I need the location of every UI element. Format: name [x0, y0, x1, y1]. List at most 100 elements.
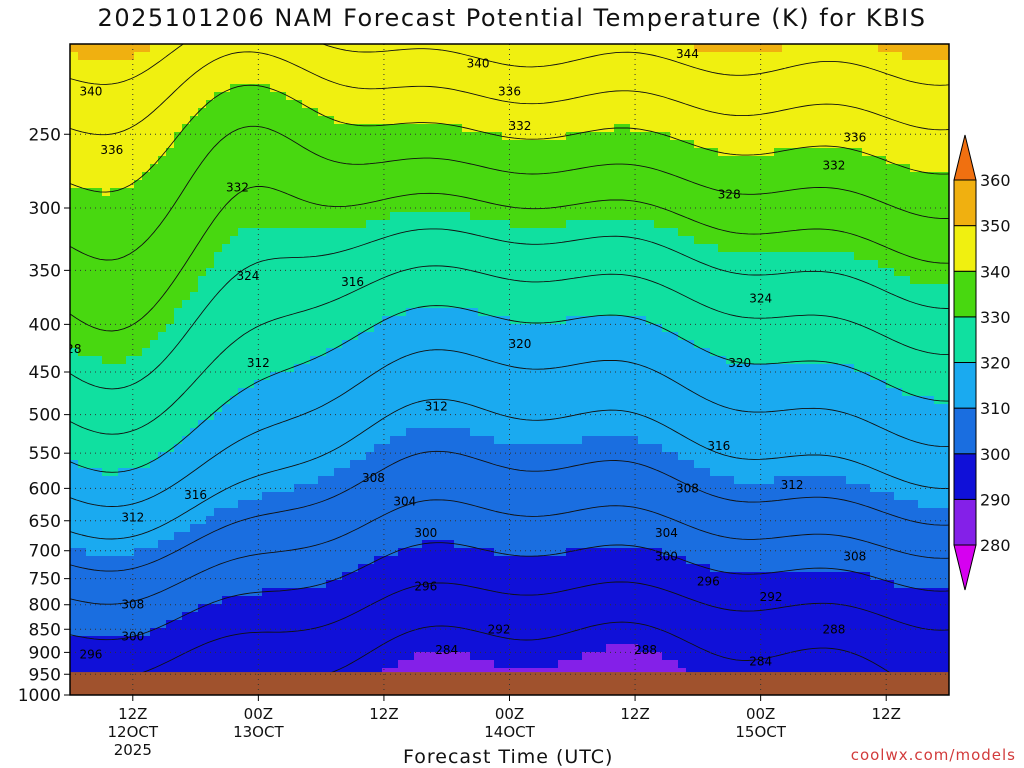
- theta-cell: [78, 44, 87, 53]
- theta-cell: [462, 228, 471, 237]
- theta-cell: [702, 220, 711, 229]
- theta-cell: [830, 124, 839, 133]
- theta-cell: [670, 100, 679, 109]
- theta-cell: [246, 348, 255, 357]
- theta-cell: [606, 164, 615, 173]
- theta-cell: [254, 404, 263, 413]
- theta-cell: [854, 44, 863, 53]
- theta-cell: [518, 52, 527, 61]
- theta-cell: [206, 212, 215, 221]
- theta-cell: [318, 124, 327, 133]
- theta-cell: [582, 356, 591, 365]
- theta-cell: [934, 124, 943, 133]
- theta-cell: [350, 396, 359, 405]
- theta-cell: [310, 364, 319, 373]
- theta-cell: [742, 68, 751, 77]
- theta-cell: [878, 260, 887, 269]
- theta-cell: [766, 348, 775, 357]
- theta-cell: [102, 324, 111, 333]
- theta-cell: [326, 220, 335, 229]
- theta-cell: [342, 404, 351, 413]
- theta-cell: [726, 220, 735, 229]
- theta-cell: [398, 356, 407, 365]
- theta-cell: [398, 236, 407, 245]
- theta-cell: [110, 292, 119, 301]
- theta-cell: [118, 52, 127, 61]
- theta-cell: [782, 164, 791, 173]
- theta-cell: [766, 76, 775, 85]
- theta-cell: [814, 364, 823, 373]
- theta-cell: [398, 132, 407, 141]
- theta-cell: [382, 140, 391, 149]
- theta-cell: [214, 260, 223, 269]
- theta-cell: [494, 84, 503, 93]
- theta-cell: [718, 180, 727, 189]
- theta-cell: [918, 108, 927, 117]
- theta-cell: [518, 308, 527, 317]
- theta-cell: [838, 164, 847, 173]
- theta-cell: [542, 308, 551, 317]
- theta-cell: [246, 60, 255, 69]
- theta-cell: [518, 268, 527, 277]
- theta-cell: [478, 300, 487, 309]
- theta-cell: [518, 116, 527, 125]
- theta-cell: [158, 356, 167, 365]
- theta-cell: [542, 44, 551, 53]
- theta-cell: [102, 228, 111, 237]
- theta-cell: [230, 364, 239, 373]
- theta-cell: [366, 236, 375, 245]
- theta-cell: [526, 276, 535, 285]
- theta-cell: [286, 164, 295, 173]
- theta-cell: [494, 364, 503, 373]
- theta-cell: [150, 252, 159, 261]
- theta-cell: [934, 260, 943, 269]
- theta-cell: [262, 388, 271, 397]
- theta-cell: [486, 364, 495, 373]
- theta-cell: [662, 380, 671, 389]
- theta-cell: [406, 220, 415, 229]
- theta-cell: [374, 116, 383, 125]
- theta-cell: [342, 380, 351, 389]
- theta-cell: [822, 124, 831, 133]
- theta-cell: [622, 204, 631, 213]
- theta-cell: [638, 356, 647, 365]
- theta-cell: [886, 164, 895, 173]
- theta-cell: [286, 356, 295, 365]
- theta-cell: [678, 196, 687, 205]
- theta-cell: [654, 116, 663, 125]
- theta-cell: [910, 236, 919, 245]
- theta-cell: [358, 148, 367, 157]
- theta-cell: [542, 228, 551, 237]
- theta-cell: [846, 156, 855, 165]
- theta-cell: [182, 332, 191, 341]
- theta-cell: [422, 308, 431, 317]
- theta-cell: [734, 196, 743, 205]
- theta-cell: [502, 364, 511, 373]
- theta-cell: [334, 92, 343, 101]
- theta-cell: [398, 100, 407, 109]
- theta-cell: [790, 132, 799, 141]
- theta-cell: [750, 372, 759, 381]
- theta-cell: [158, 220, 167, 229]
- theta-cell: [654, 332, 663, 341]
- theta-cell: [886, 236, 895, 245]
- theta-cell: [758, 44, 767, 53]
- theta-cell: [798, 380, 807, 389]
- theta-cell: [726, 364, 735, 373]
- theta-cell: [886, 276, 895, 285]
- theta-cell: [110, 364, 119, 373]
- theta-cell: [510, 244, 519, 253]
- theta-cell: [566, 228, 575, 237]
- theta-cell: [638, 388, 647, 397]
- theta-cell: [126, 52, 135, 61]
- theta-cell: [566, 364, 575, 373]
- theta-cell: [134, 324, 143, 333]
- theta-cell: [454, 388, 463, 397]
- theta-cell: [758, 188, 767, 197]
- theta-cell: [766, 132, 775, 141]
- theta-cell: [358, 220, 367, 229]
- theta-cell: [230, 404, 239, 413]
- theta-cell: [934, 292, 943, 301]
- theta-cell: [94, 332, 103, 341]
- theta-cell: [870, 212, 879, 221]
